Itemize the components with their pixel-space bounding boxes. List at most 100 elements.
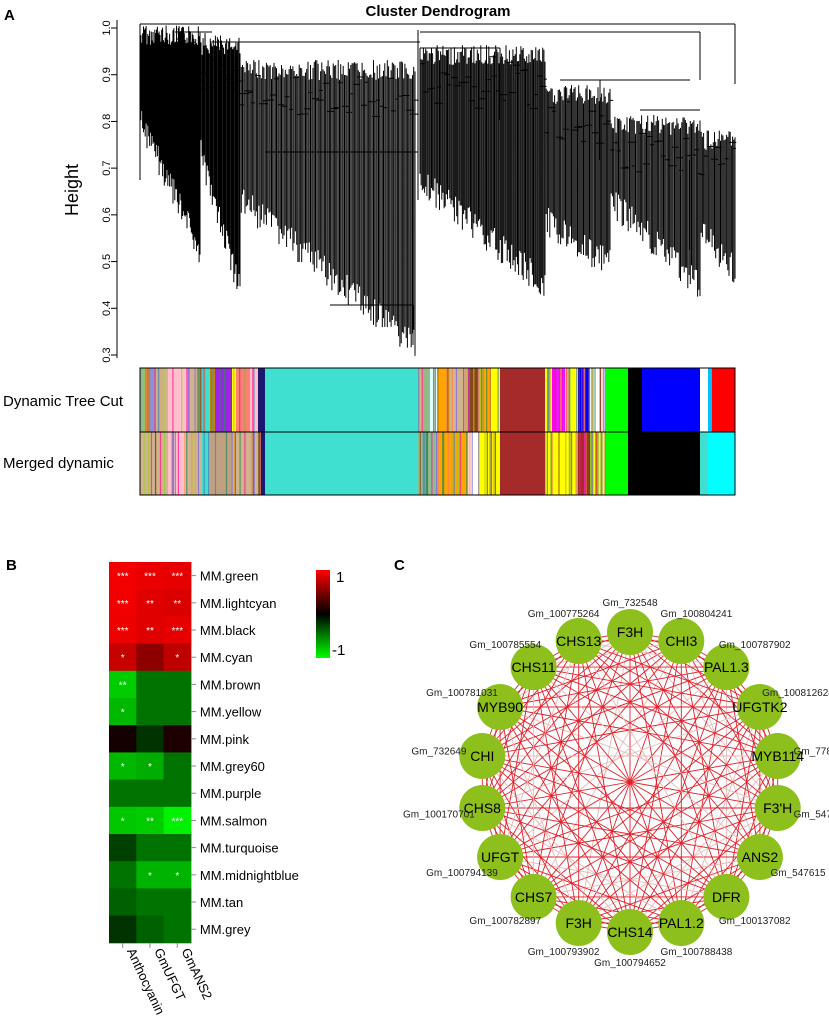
dynamic-tree-cut-stripe xyxy=(463,368,465,432)
network-edge xyxy=(482,807,760,858)
heatmap-cell xyxy=(163,562,192,590)
merged-dynamic-stripe xyxy=(259,432,261,495)
dynamic-tree-cut-segment xyxy=(258,368,265,432)
network-edge xyxy=(629,856,761,933)
heatmap-cell xyxy=(163,670,192,699)
network-node xyxy=(736,684,783,730)
heatmap-row-label: MM.turquoise xyxy=(200,841,279,856)
merged-dynamic-stripe xyxy=(471,432,473,495)
panel-label-c: C xyxy=(394,557,405,574)
network-node xyxy=(459,785,506,831)
network-edge xyxy=(500,856,727,898)
network-edge xyxy=(578,706,761,924)
network-edge xyxy=(499,706,778,809)
merged-dynamic-stripe xyxy=(565,432,567,495)
network-edge xyxy=(578,640,778,809)
network-node xyxy=(607,609,653,655)
merged-dynamic-segment xyxy=(468,432,478,495)
dynamic-tree-cut-segment xyxy=(642,368,700,432)
merged-dynamic-stripe xyxy=(490,432,492,495)
network-edge xyxy=(481,755,580,924)
y-tick-label: 0.5 xyxy=(101,254,113,269)
heatmap-row-label: MM.tan xyxy=(200,895,243,910)
merged-dynamic-stripe xyxy=(419,432,421,495)
network-node-label: MYB90 xyxy=(477,699,523,715)
dynamic-tree-cut-segment xyxy=(145,368,150,432)
network-edge xyxy=(481,755,535,898)
network-edge xyxy=(533,666,760,708)
heatmap-row-label: MM.purple xyxy=(200,786,261,801)
merged-dynamic-stripe xyxy=(600,432,602,495)
dendrogram-ylabel: Height xyxy=(62,164,82,216)
heatmap-row-label: MM.cyan xyxy=(200,650,253,665)
dynamic-tree-cut-stripe xyxy=(600,368,602,432)
dynamic-tree-cut-stripe xyxy=(602,368,604,432)
network-node-label: F3H xyxy=(617,624,643,640)
y-tick-label: 0.6 xyxy=(101,207,113,222)
merged-dynamic-stripe xyxy=(163,432,165,495)
merged-dynamic-segment xyxy=(500,432,545,495)
merged-dynamic-stripe xyxy=(233,432,235,495)
dynamic-tree-cut-stripe xyxy=(418,368,420,432)
network-gene-id: Gm_100785554 xyxy=(469,640,541,651)
merged-dynamic-stripe xyxy=(484,432,486,495)
dynamic-tree-cut-stripe xyxy=(199,368,201,432)
network-edge xyxy=(533,666,778,757)
merged-dynamic-stripe xyxy=(225,432,228,495)
significance-stars: *** xyxy=(117,572,129,583)
network-node-label: F3'H xyxy=(763,800,792,816)
dynamic-tree-cut-stripe xyxy=(421,368,423,432)
significance-stars: * xyxy=(175,653,179,664)
dynamic-tree-cut-stripe xyxy=(584,368,586,432)
merged-dynamic-stripe xyxy=(436,432,438,495)
network-edge xyxy=(482,807,727,898)
significance-stars: ** xyxy=(146,816,154,827)
merged-dynamic-stripe xyxy=(194,432,196,495)
merged-dynamic-stripe xyxy=(186,432,188,495)
significance-stars: ** xyxy=(173,599,181,610)
dynamic-tree-cut-stripe xyxy=(581,368,583,432)
legend-max-label: 1 xyxy=(336,569,344,586)
network-edge xyxy=(578,640,682,924)
heatmap-cell xyxy=(136,834,165,862)
network-node-label: UFGTK2 xyxy=(732,699,787,715)
network-gene-id: Gm_100170701 xyxy=(403,809,475,820)
dynamic-tree-cut-stripe xyxy=(161,368,163,432)
merged-dynamic-segment xyxy=(186,432,202,495)
dynamic-tree-cut-stripe xyxy=(424,368,426,432)
merged-dynamic-stripe xyxy=(239,432,241,495)
dynamic-tree-cut-segment xyxy=(708,368,712,432)
network-node-label: PAL1.3 xyxy=(704,659,749,675)
network-node-label: CHI xyxy=(470,748,494,764)
network-node-label: PAL1.2 xyxy=(659,915,704,931)
network-node-label: CHS8 xyxy=(464,800,502,816)
network-edge xyxy=(533,896,682,924)
merged-dynamic-stripe xyxy=(425,432,427,495)
heatmap-cell xyxy=(109,698,137,726)
merged-dynamic-stripe xyxy=(459,432,461,495)
heatmap-cell xyxy=(163,643,192,672)
network-edge xyxy=(578,896,727,924)
network-edge xyxy=(680,640,779,757)
merged-dynamic-stripe xyxy=(579,432,581,495)
merged-dynamic-stripe xyxy=(588,432,590,495)
merged-dynamic-stripe xyxy=(545,432,547,495)
merged-dynamic-stripe xyxy=(203,432,205,495)
dynamic-tree-cut-stripe xyxy=(486,368,488,432)
dynamic-tree-cut-stripe xyxy=(154,368,156,432)
dynamic-tree-cut-stripe xyxy=(548,368,550,432)
dynamic-tree-cut-stripe xyxy=(557,368,559,432)
merged-dynamic-stripe xyxy=(575,432,577,495)
network-gene-id: Gm_100794652 xyxy=(594,958,666,969)
y-axis-ticks: 0.3 0.4 0.5 0.6 0.7 0.8 0.9 1.0 xyxy=(101,20,117,363)
merged-dynamic-stripe xyxy=(214,432,217,495)
merged-dynamic-stripe xyxy=(422,432,424,495)
dynamic-tree-cut-stripe xyxy=(473,368,475,432)
network-nodes: F3H Gm_732548 CHI3 Gm_100804241 PAL1.3 Gm_100… xyxy=(403,598,829,969)
network-edge xyxy=(680,706,761,924)
merged-dynamic-stripe xyxy=(150,432,153,495)
significance-stars: * xyxy=(175,871,179,882)
network-node xyxy=(477,684,524,730)
heatmap-row-label: MM.black xyxy=(200,623,256,638)
network-node xyxy=(658,618,705,664)
